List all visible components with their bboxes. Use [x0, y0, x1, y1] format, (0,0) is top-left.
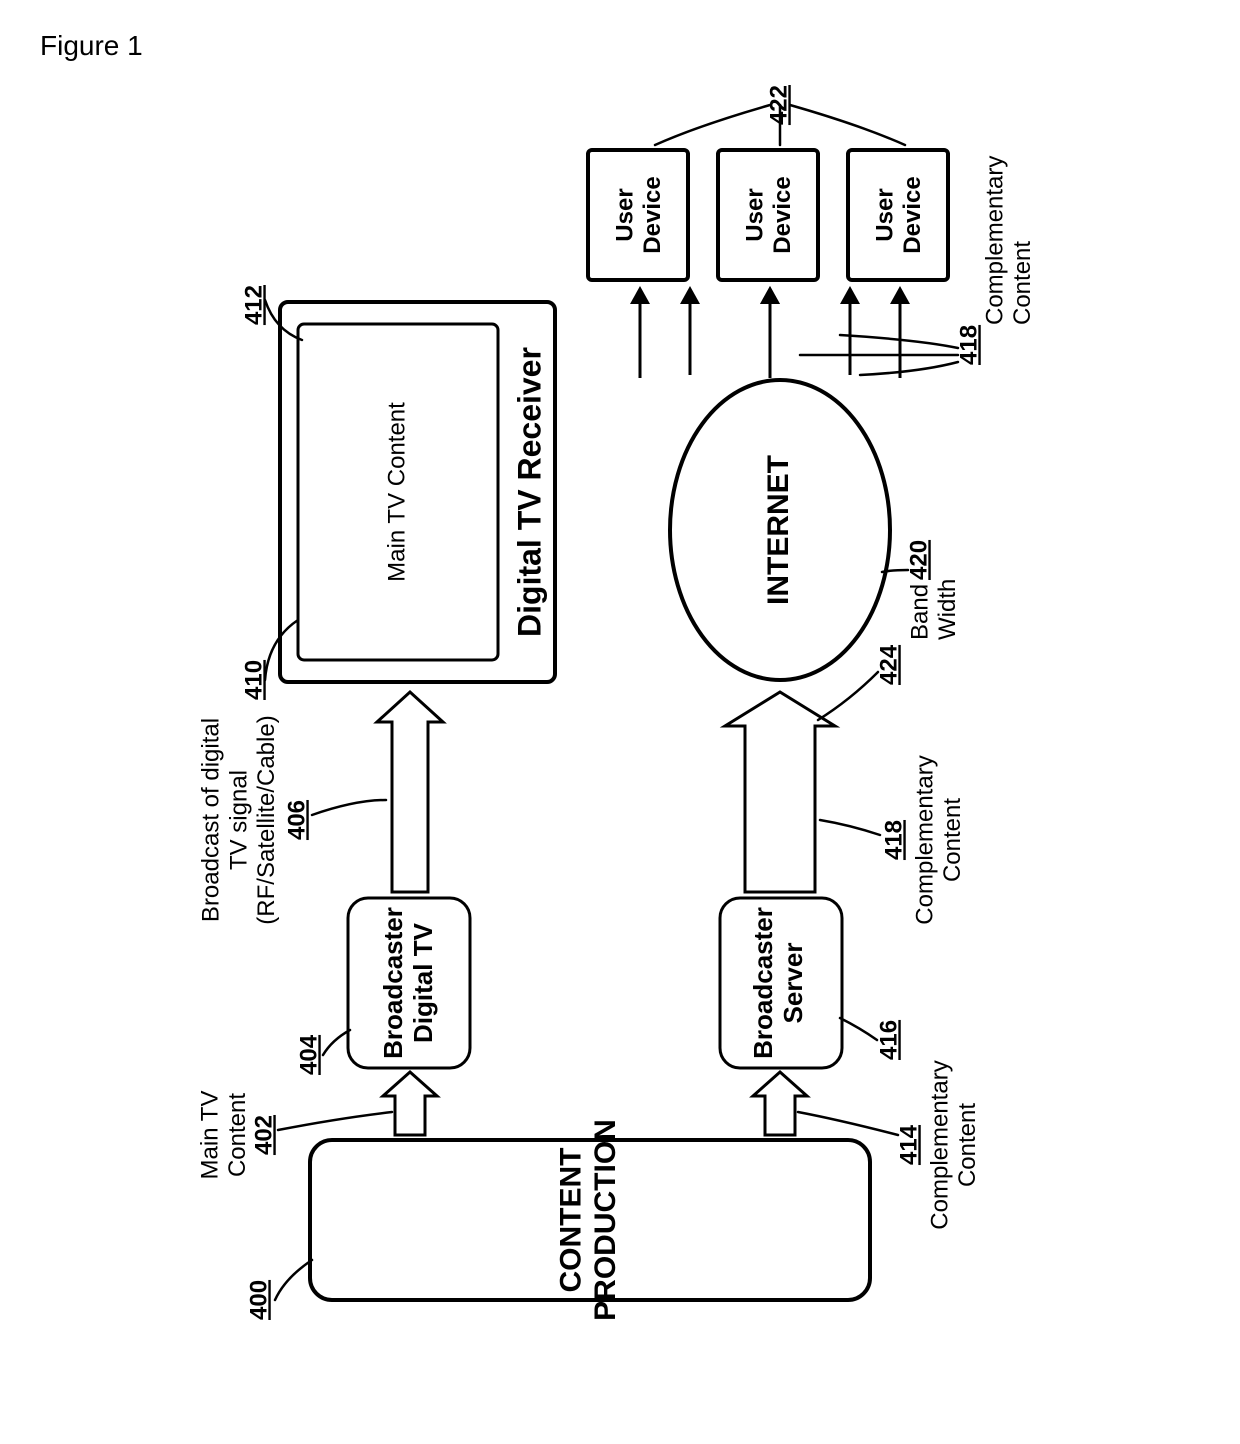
svg-text:Server: Server [778, 943, 808, 1024]
svg-text:Broadcaster: Broadcaster [748, 907, 778, 1059]
svg-text:Content: Content [224, 1093, 251, 1177]
svg-text:Digital TV Receiver: Digital TV Receiver [511, 347, 547, 637]
svg-text:406: 406 [283, 800, 310, 840]
svg-text:(RF/Satellite/Cable): (RF/Satellite/Cable) [253, 715, 280, 924]
diagram-canvas: CONTENTPRODUCTION400BroadcasterDigital T… [0, 0, 1240, 1444]
svg-text:424: 424 [875, 644, 902, 685]
svg-text:420: 420 [905, 540, 932, 580]
svg-text:Main TV: Main TV [197, 1091, 224, 1180]
svg-text:Complementary: Complementary [982, 156, 1009, 325]
svg-text:Digital TV: Digital TV [408, 922, 438, 1043]
svg-text:Complementary: Complementary [912, 755, 939, 924]
svg-text:Width: Width [934, 579, 961, 640]
svg-text:404: 404 [295, 1034, 322, 1075]
svg-text:Device: Device [769, 176, 796, 253]
svg-text:Content: Content [939, 798, 966, 882]
svg-text:416: 416 [875, 1020, 902, 1060]
svg-text:418: 418 [880, 820, 907, 860]
svg-text:Device: Device [639, 176, 666, 253]
svg-text:410: 410 [240, 660, 267, 700]
svg-text:Broadcaster: Broadcaster [378, 907, 408, 1059]
svg-text:Content: Content [954, 1103, 981, 1187]
svg-text:PRODUCTION: PRODUCTION [589, 1119, 622, 1321]
svg-text:User: User [742, 188, 769, 241]
svg-text:414: 414 [895, 1124, 922, 1165]
svg-text:Complementary: Complementary [927, 1060, 954, 1229]
svg-text:412: 412 [240, 285, 267, 325]
svg-text:INTERNET: INTERNET [762, 455, 795, 605]
svg-text:Content: Content [1009, 241, 1036, 325]
svg-text:418: 418 [955, 325, 982, 365]
svg-text:Band: Band [907, 584, 934, 640]
figure-label: Figure 1 [40, 30, 143, 62]
svg-text:CONTENT: CONTENT [555, 1148, 588, 1293]
svg-text:User: User [872, 188, 899, 241]
svg-text:TV signal: TV signal [225, 770, 252, 870]
svg-text:Broadcast of digital: Broadcast of digital [198, 718, 225, 922]
svg-text:400: 400 [245, 1280, 272, 1320]
svg-text:User: User [612, 188, 639, 241]
svg-text:402: 402 [250, 1115, 277, 1155]
svg-text:Main TV Content: Main TV Content [383, 402, 410, 582]
svg-text:Device: Device [899, 176, 926, 253]
